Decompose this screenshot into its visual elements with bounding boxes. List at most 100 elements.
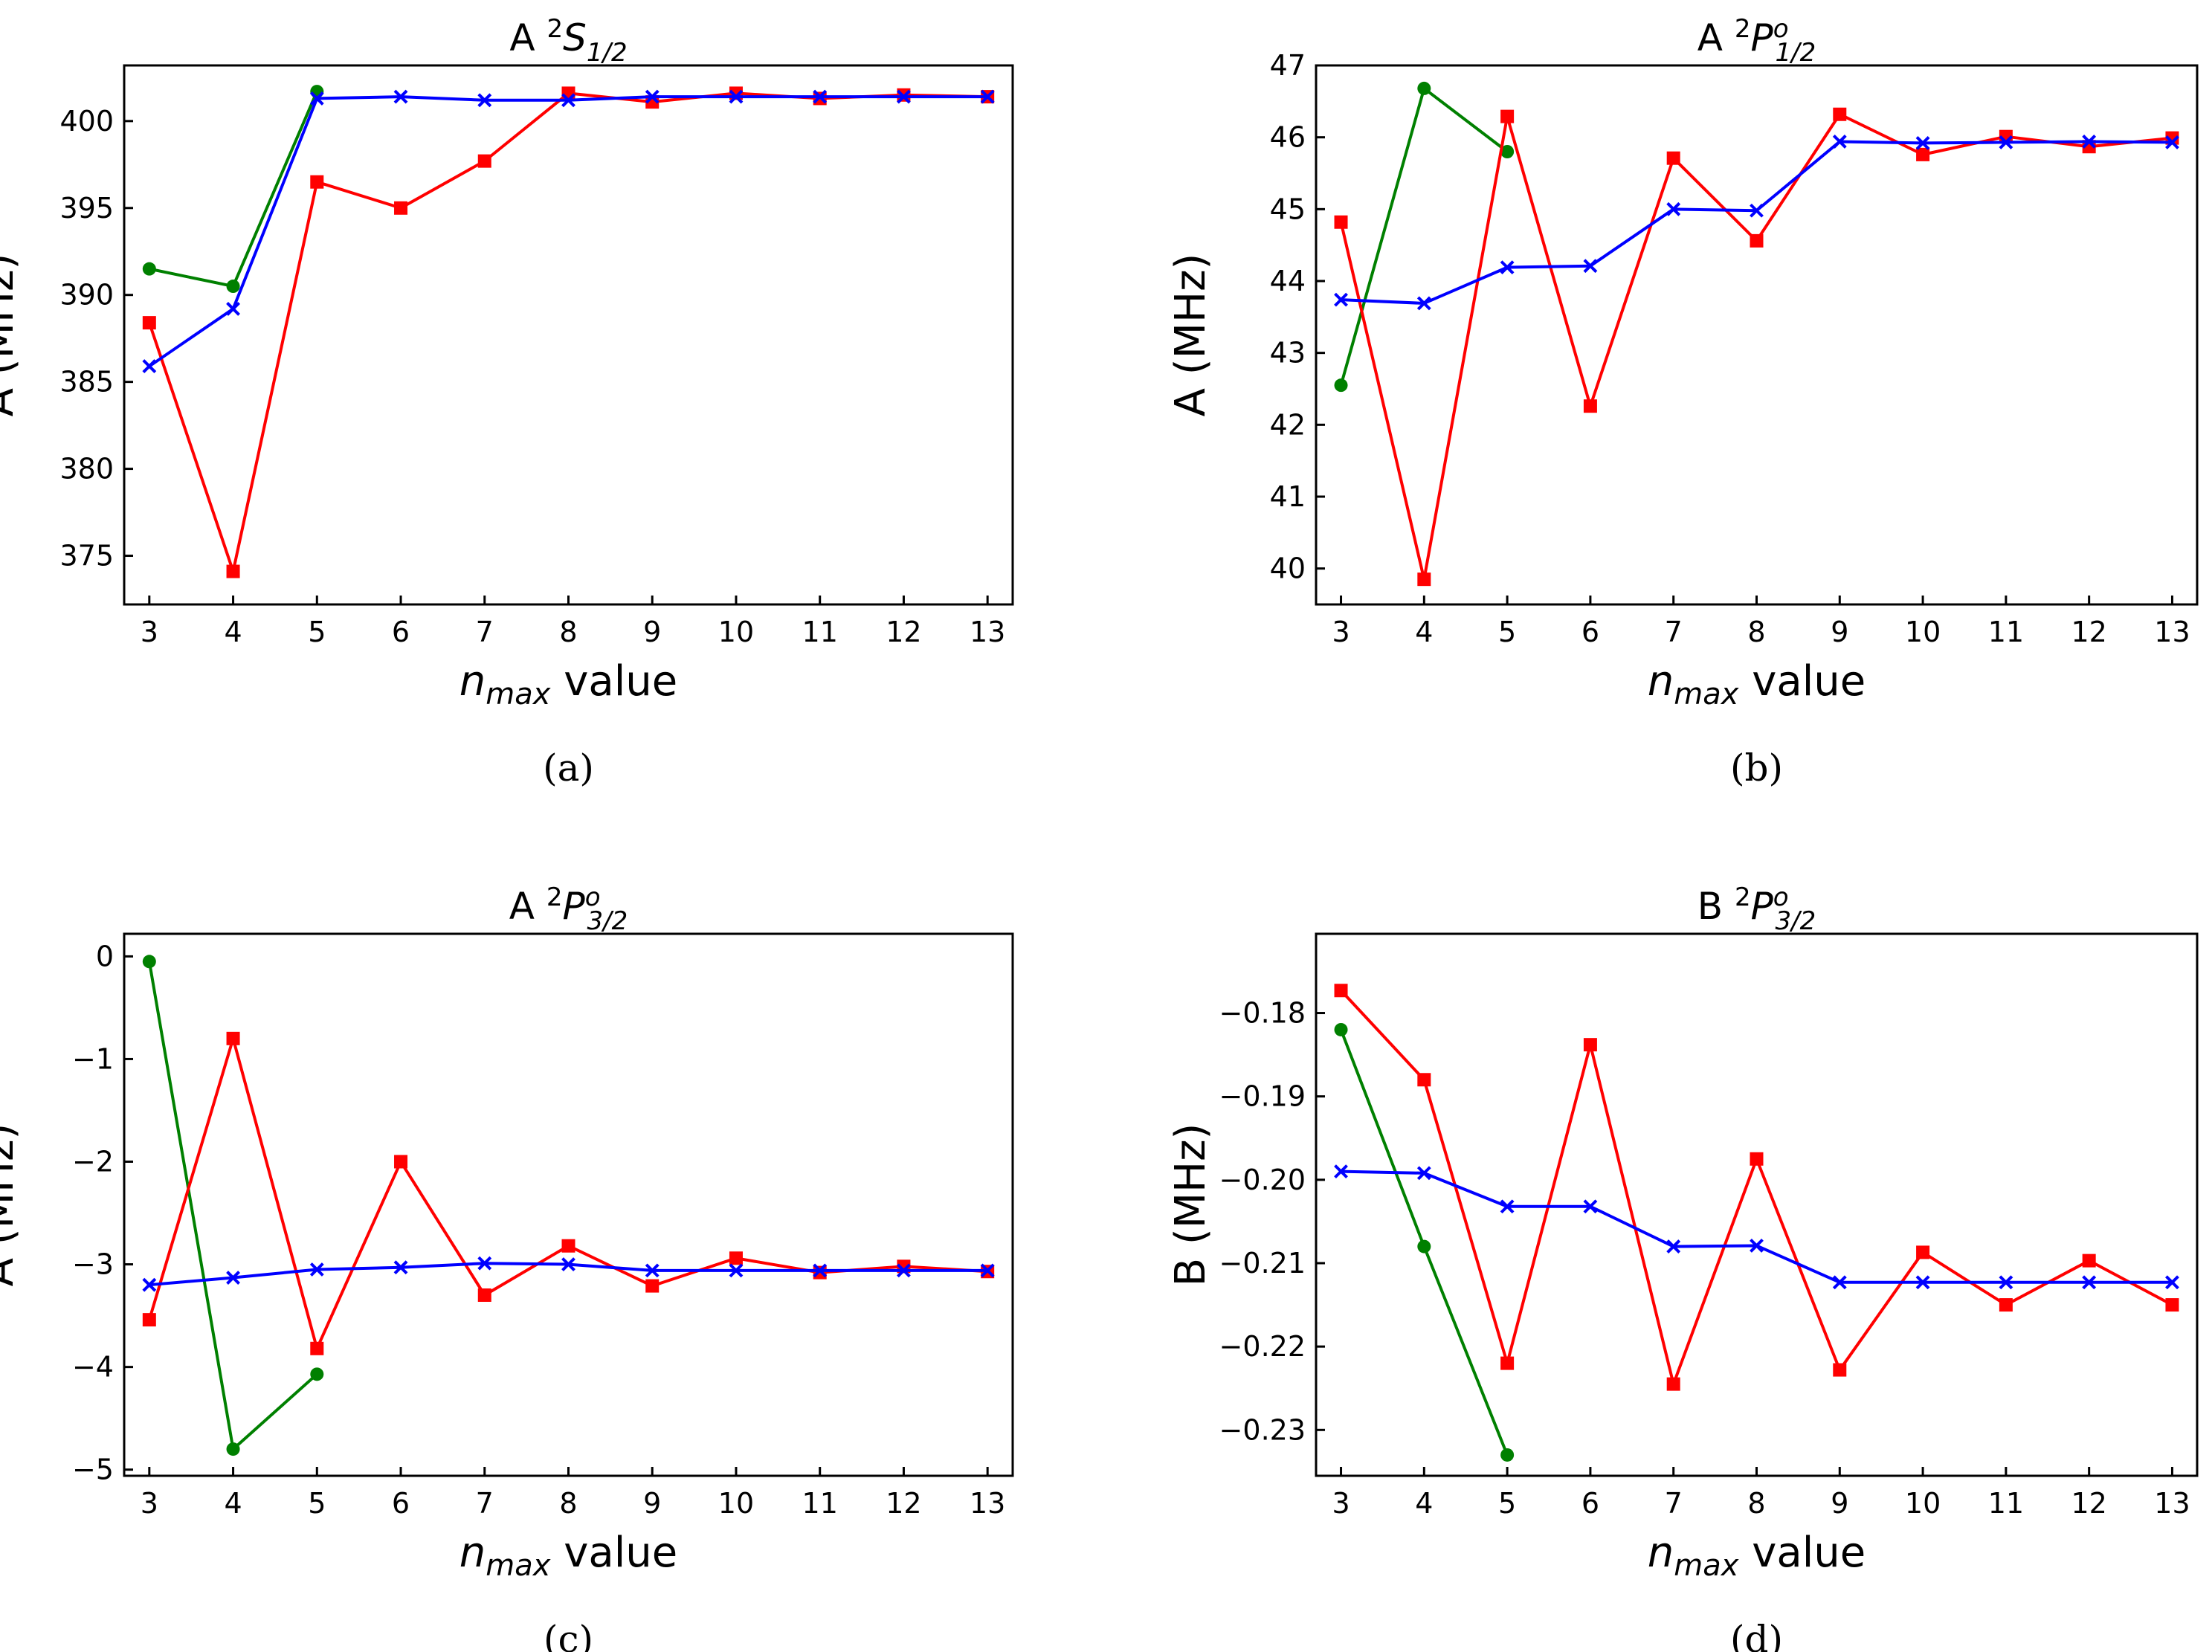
- x-label-n: n: [460, 1529, 486, 1577]
- series-line-blue: [148, 95, 988, 368]
- data-point-blue: [226, 1271, 240, 1285]
- x-axis-label: nmax value: [460, 1529, 677, 1583]
- panel-caption: (d): [1730, 1618, 1783, 1652]
- data-point-blue: [729, 1263, 744, 1278]
- x-tick-label: 10: [1905, 1487, 1941, 1520]
- data-point-red: [1417, 1073, 1431, 1087]
- y-tick-label: −0.22: [1219, 1330, 1306, 1363]
- panel-a: A 2S1/2 3 4 5 6 7 8 9 10 11 12 13 375 380 385 390 395 400…: [0, 14, 1014, 790]
- x-tick-label: 9: [643, 616, 661, 648]
- title-prefix: A: [509, 16, 546, 59]
- x-tick-label: 3: [141, 1487, 158, 1520]
- data-point-blue: [226, 302, 240, 316]
- title-parity-superscript: o: [585, 883, 601, 912]
- data-point-blue: [897, 1263, 911, 1278]
- y-tick-label: 47: [1270, 49, 1306, 82]
- panel-caption: (a): [543, 746, 594, 790]
- data-point-red: [1999, 1298, 2013, 1312]
- data-point-red: [729, 1251, 743, 1265]
- panel-title: A 2Po 1/2: [1697, 14, 1816, 68]
- x-tick-label: 11: [802, 1487, 838, 1520]
- data-point-red: [394, 201, 408, 215]
- x-axis-label: nmax value: [460, 657, 677, 712]
- y-tick-label: 40: [1270, 552, 1306, 585]
- data-point-blue: [645, 1263, 660, 1278]
- series-line-red: [1340, 989, 2173, 1386]
- x-tick-label: 10: [718, 1487, 754, 1520]
- data-point-blue: [2165, 135, 2179, 149]
- x-tick-label: 5: [1498, 616, 1516, 648]
- y-axis-label: A (MHz): [1167, 254, 1215, 417]
- x-label-subscript: max: [1674, 1549, 1738, 1583]
- data-point-blue: [1416, 296, 1431, 311]
- data-point-red: [142, 316, 156, 330]
- title-parity-superscript: o: [1773, 14, 1789, 44]
- data-point-blue: [309, 91, 324, 106]
- data-point-blue: [393, 89, 408, 104]
- x-tick-label: 3: [1332, 1487, 1350, 1520]
- x-tick-label: 13: [2154, 616, 2190, 648]
- x-label-subscript: max: [486, 677, 550, 712]
- data-point-green: [1334, 1022, 1348, 1036]
- series-blue: [1334, 1164, 2179, 1290]
- x-tick-label: 13: [2154, 1487, 2190, 1520]
- x-tick-label: 6: [1581, 1487, 1599, 1520]
- data-point-red: [1583, 399, 1597, 413]
- data-point-red: [310, 175, 324, 189]
- title-superscript: 2: [546, 883, 563, 912]
- data-point-blue: [813, 1263, 828, 1278]
- x-tick-label: 7: [1665, 1487, 1683, 1520]
- title-term-letter: P: [563, 885, 586, 928]
- title-prefix: B: [1697, 885, 1735, 928]
- data-point-red: [1500, 1356, 1515, 1370]
- y-tick-label: 44: [1270, 265, 1306, 297]
- x-tick-label: 6: [392, 616, 410, 648]
- data-point-red: [2082, 1253, 2096, 1268]
- data-point-green: [226, 1442, 240, 1456]
- data-point-green: [142, 955, 156, 969]
- x-label-rest: value: [1738, 657, 1866, 706]
- x-tick-label: 12: [886, 616, 921, 648]
- data-point-blue: [1500, 260, 1515, 275]
- series-blue: [142, 89, 995, 374]
- data-point-blue: [1583, 1199, 1598, 1214]
- data-point-red: [1334, 215, 1348, 229]
- panel-title: A 2Po 3/2: [509, 883, 628, 936]
- data-point-red: [477, 154, 491, 168]
- y-tick-label: 385: [59, 366, 114, 399]
- series-line-red: [147, 91, 988, 573]
- data-point-blue: [477, 93, 492, 108]
- x-label-n: n: [460, 657, 486, 706]
- plot-frame: [123, 932, 1014, 1477]
- series-red: [142, 86, 995, 578]
- data-point-blue: [309, 1262, 324, 1277]
- data-point-red: [1833, 107, 1847, 121]
- title-superscript: 2: [1735, 883, 1751, 912]
- data-point-green: [142, 262, 156, 276]
- data-point-red: [1666, 151, 1680, 165]
- x-tick-label: 4: [224, 1487, 242, 1520]
- x-tick-label: 11: [1988, 616, 2024, 648]
- y-tick-label: 42: [1270, 408, 1306, 441]
- data-point-blue: [897, 89, 911, 104]
- data-point-red: [394, 1155, 408, 1169]
- x-tick-label: 8: [559, 1487, 577, 1520]
- data-point-blue: [1666, 201, 1681, 216]
- x-label-subscript: max: [1674, 677, 1738, 712]
- series-line-blue: [1341, 140, 2173, 305]
- panel-title: A 2S1/2: [509, 14, 627, 68]
- data-point-red: [142, 1313, 156, 1327]
- series-line-green: [149, 91, 319, 288]
- panel-caption: (c): [544, 1618, 593, 1652]
- data-point-blue: [1999, 135, 2013, 149]
- data-point-blue: [1666, 1239, 1681, 1253]
- data-point-green: [310, 1367, 324, 1381]
- y-tick-label: 380: [59, 453, 114, 485]
- plot-frame: [123, 64, 1014, 606]
- panel-b: A 2Po 1/23 4 5 6 7 8 9 10 11 12 134041424344454647n…: [1167, 14, 2199, 790]
- y-tick-label: −2: [72, 1146, 114, 1178]
- plot-frame: [1315, 64, 2199, 606]
- data-point-blue: [1915, 1275, 1930, 1290]
- series-red: [1334, 107, 2179, 587]
